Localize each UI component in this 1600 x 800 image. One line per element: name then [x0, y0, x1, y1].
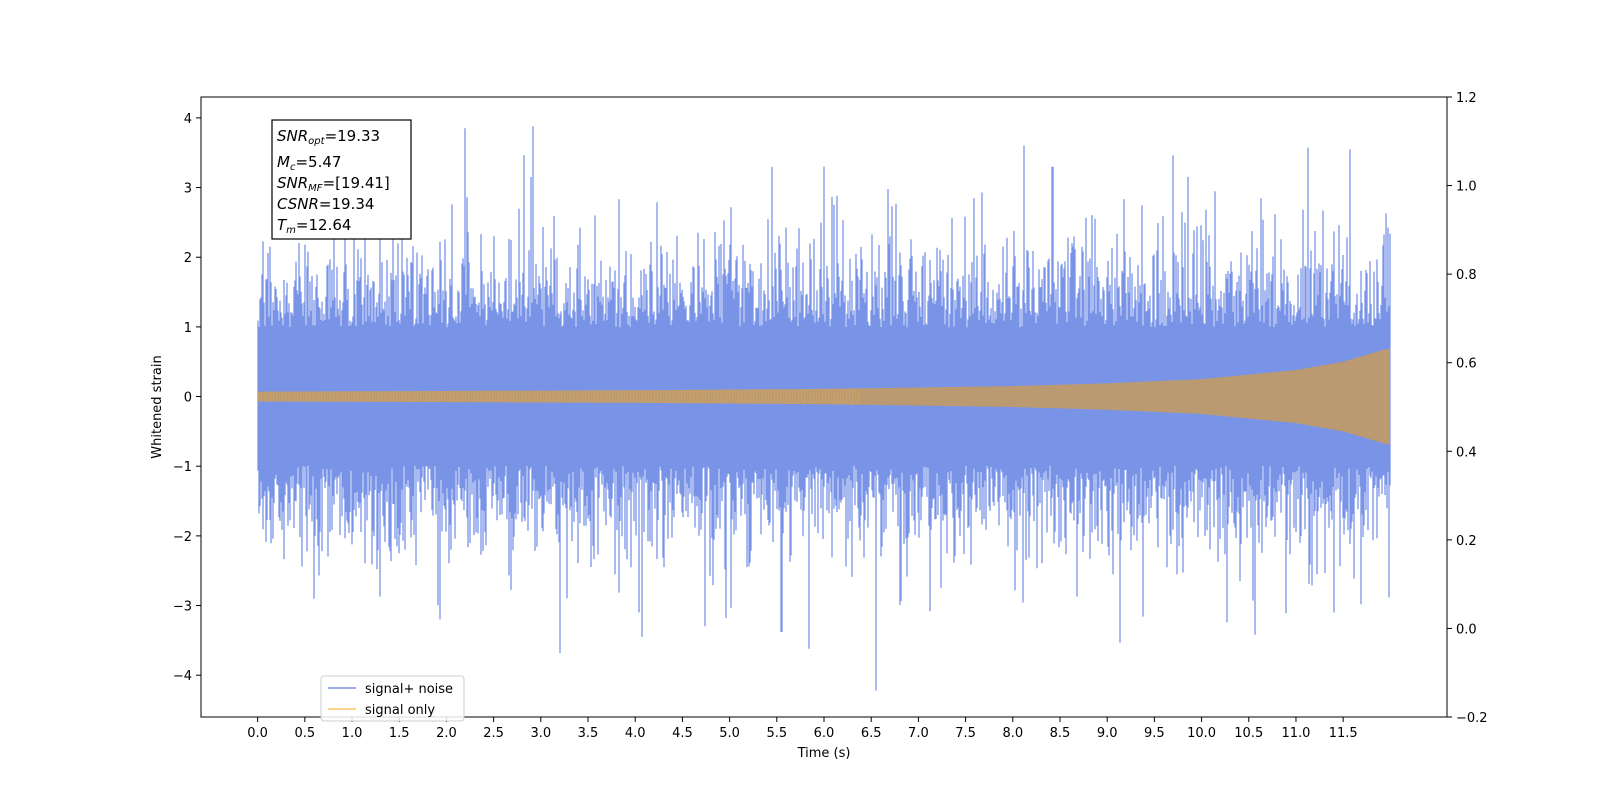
y-right-tick-label: 0.2	[1456, 534, 1477, 549]
annotation-box: SNRopt=19.33 Mc=5.47 SNRMF=[19.41] CSNR=…	[271, 119, 412, 240]
y-right-tick-label: 1.2	[1456, 91, 1477, 106]
x-axis-label: Time (s)	[797, 746, 851, 761]
y-tick-label: −3	[173, 600, 192, 615]
y-right-tick-label: 0.4	[1456, 445, 1477, 460]
x-tick-label: 11.0	[1281, 726, 1310, 741]
signal-only-band	[258, 347, 1390, 446]
y-tick-label: 0	[184, 391, 192, 406]
x-tick-label: 3.5	[578, 726, 599, 741]
x-tick-label: 1.0	[342, 726, 363, 741]
x-tick-label: 3.0	[530, 726, 551, 741]
annotation-tm: Tm=12.64	[277, 216, 351, 236]
annotation-csnr: CSNR=19.34	[277, 195, 374, 213]
y-right-tick-label: 0.8	[1456, 268, 1477, 283]
x-tick-label: 4.5	[672, 726, 693, 741]
y-right-tick-label: 0.6	[1456, 357, 1477, 372]
x-tick-label: 5.5	[766, 726, 787, 741]
y-axis-right: −0.2 0.0 0.2 0.4 0.6 0.8 1.0 1.2	[1447, 91, 1488, 726]
x-axis: 0.0 0.5 1.0 1.5 2.0 2.5 3.0 3.5 4.0 4.5 5.0 5.5 6.0 6…	[247, 717, 1358, 741]
y-tick-label: 2	[184, 251, 192, 266]
x-tick-label: 4.0	[625, 726, 646, 741]
x-tick-label: 9.0	[1097, 726, 1118, 741]
signal-only-oscillation	[257, 388, 860, 405]
y-axis-left: −4 −3 −2 −1 0 1 2 3 4	[173, 112, 201, 684]
x-tick-label: 1.5	[389, 726, 410, 741]
y-tick-label: 4	[184, 112, 192, 127]
annotation-snr-opt: SNRopt=19.33	[277, 127, 380, 147]
y-axis-label: Whitened strain	[150, 355, 165, 458]
x-tick-label: 5.0	[719, 726, 740, 741]
legend-label-signal-plus-noise: signal+ noise	[365, 682, 453, 697]
x-tick-label: 2.5	[483, 726, 504, 741]
y-tick-label: 1	[184, 321, 192, 336]
annotation-chirp-mass: Mc=5.47	[277, 153, 341, 173]
legend: signal+ noise signal only	[320, 675, 465, 722]
x-tick-label: 9.5	[1144, 726, 1165, 741]
x-tick-label: 8.5	[1050, 726, 1071, 741]
y-tick-label: −4	[173, 669, 192, 684]
x-tick-label: 0.0	[247, 726, 268, 741]
y-tick-label: −1	[173, 460, 192, 475]
y-tick-label: −2	[173, 530, 192, 545]
x-tick-label: 6.0	[814, 726, 835, 741]
series-signal-only	[257, 347, 1390, 446]
x-tick-label: 8.0	[1002, 726, 1023, 741]
x-tick-label: 11.5	[1329, 726, 1358, 741]
y-right-tick-label: −0.2	[1456, 711, 1488, 726]
y-right-tick-label: 1.0	[1456, 180, 1477, 195]
legend-label-signal-only: signal only	[365, 703, 435, 718]
x-tick-label: 10.0	[1187, 726, 1216, 741]
x-tick-label: 7.0	[908, 726, 929, 741]
y-right-tick-label: 0.0	[1456, 622, 1477, 637]
y-tick-label: 3	[184, 182, 192, 197]
x-tick-label: 0.5	[294, 726, 315, 741]
x-tick-label: 2.0	[436, 726, 457, 741]
x-tick-label: 6.5	[861, 726, 882, 741]
x-tick-label: 10.5	[1234, 726, 1263, 741]
x-tick-label: 7.5	[955, 726, 976, 741]
annotation-snr-mf: SNRMF=[19.41]	[277, 174, 390, 194]
